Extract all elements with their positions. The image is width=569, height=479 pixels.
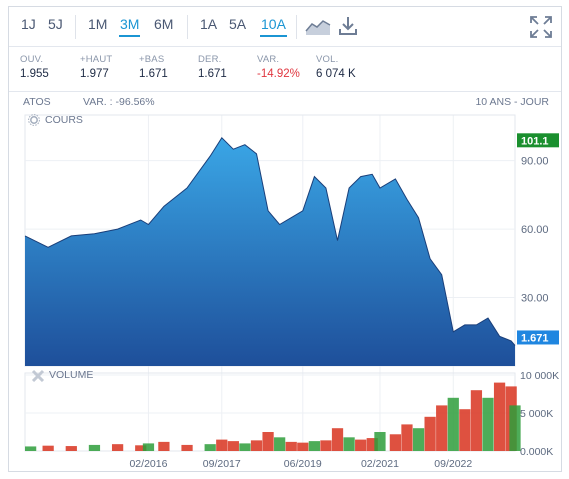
last-badge [517,330,559,345]
volume-bar [389,434,402,451]
volume-bar [250,440,263,451]
x-tick-label: 02/2016 [129,458,167,467]
divider [75,15,76,39]
volume-bar [262,432,274,451]
volume-bar [509,405,521,451]
x-tick-label: 09/2022 [434,458,472,467]
volume-bar [42,445,54,451]
divider [296,15,297,39]
volume-bar [493,382,506,451]
volume-bar [274,437,286,451]
volume-bar [401,424,413,451]
y-tick-label: 5 000K [520,408,553,420]
stat-last: DER. 1.671 [198,54,227,80]
stat-open: OUV. 1.955 [20,54,49,80]
volume-bar [331,428,344,451]
period-10a[interactable]: 10A [260,16,287,37]
volume-bar [65,446,77,451]
price-volume-chart: 30.00 60.00 90.00 101.1 1.671 0.000K 5 000K 10… [24,114,559,467]
price-line [24,137,516,346]
volume-panel: 0.000K 5 000K 10 000K [24,370,559,458]
period-toolbar: 1J 5J 1M 3M 6M 1A 5A 10A [9,7,561,47]
price-panel-title: COURS [45,114,83,126]
range-label: 10 ANS - JOUR [475,96,549,108]
y-tick-label: 30.00 [521,293,549,305]
chart-widget: 1J 5J 1M 3M 6M 1A 5A 10A [8,6,562,472]
y-tick-label: 0.000K [520,446,553,458]
y-tick-label: 90.00 [521,156,549,168]
stat-high: +HAUT 1.977 [80,54,113,80]
volume-bar [482,397,494,451]
period-1j[interactable]: 1J [21,16,36,32]
high-badge-label: 101.1 [521,135,549,147]
volume-bar [181,444,193,451]
volume-bar [308,441,320,451]
volume-bar [355,439,367,451]
chart-type-icon[interactable] [305,15,331,42]
volume-panel-title: VOLUME [49,369,94,381]
price-panel: 30.00 60.00 90.00 101.1 1.671 [24,114,559,367]
volume-bar [25,446,37,451]
period-5j[interactable]: 5J [48,16,63,32]
volume-bar [239,443,251,451]
volume-bar [142,443,155,451]
volume-bar [436,405,448,451]
period-5a[interactable]: 5A [229,16,247,32]
stat-variation: VAR. -14.92% [257,54,300,80]
quote-stats: OUV. 1.955 +HAUT 1.977 +BAS 1.671 DER. 1… [9,48,561,92]
period-6m[interactable]: 6M [154,16,174,32]
y-tick-label: 10 000K [520,370,559,382]
x-tick-label: 09/2017 [203,458,241,467]
volume-bar [135,445,147,451]
period-1a[interactable]: 1A [200,16,218,32]
close-icon[interactable] [31,369,45,388]
period-variation-label: VAR. : -96.56% [83,96,155,108]
volume-bar [424,416,436,451]
volume-bar [447,397,459,451]
x-tick-label: 06/2019 [284,458,322,467]
volume-bar [227,441,239,451]
x-tick-label: 02/2021 [361,458,399,467]
volume-bar [216,439,228,451]
volume-bar [343,437,355,451]
volume-bar [297,442,309,451]
volume-bar [459,409,471,451]
stat-low: +BAS 1.671 [139,54,168,80]
volume-bar [366,438,378,451]
divider [187,15,188,39]
volume-bar [320,440,332,451]
x-axis: 02/2016 09/2017 06/2019 02/2021 09/2022 [129,458,472,467]
period-3m[interactable]: 3M [119,16,141,37]
volume-bar [158,441,170,451]
volume-bar [470,390,483,451]
last-badge-label: 1.671 [521,332,549,344]
volume-bar [412,428,425,451]
fullscreen-icon[interactable] [529,15,553,44]
gear-icon[interactable] [28,113,40,131]
volume-bar [88,444,101,451]
high-badge [517,133,559,148]
volume-bar [204,444,216,451]
volume-bar [285,441,297,451]
volume-bar [374,432,386,451]
volume-bar [111,444,124,451]
period-1m[interactable]: 1M [88,16,108,32]
download-icon[interactable] [337,15,359,42]
symbol-label: ATOS [23,96,51,108]
stat-volume: VOL. 6 074 K [316,54,356,80]
y-tick-label: 60.00 [521,224,549,236]
price-area [25,137,515,366]
